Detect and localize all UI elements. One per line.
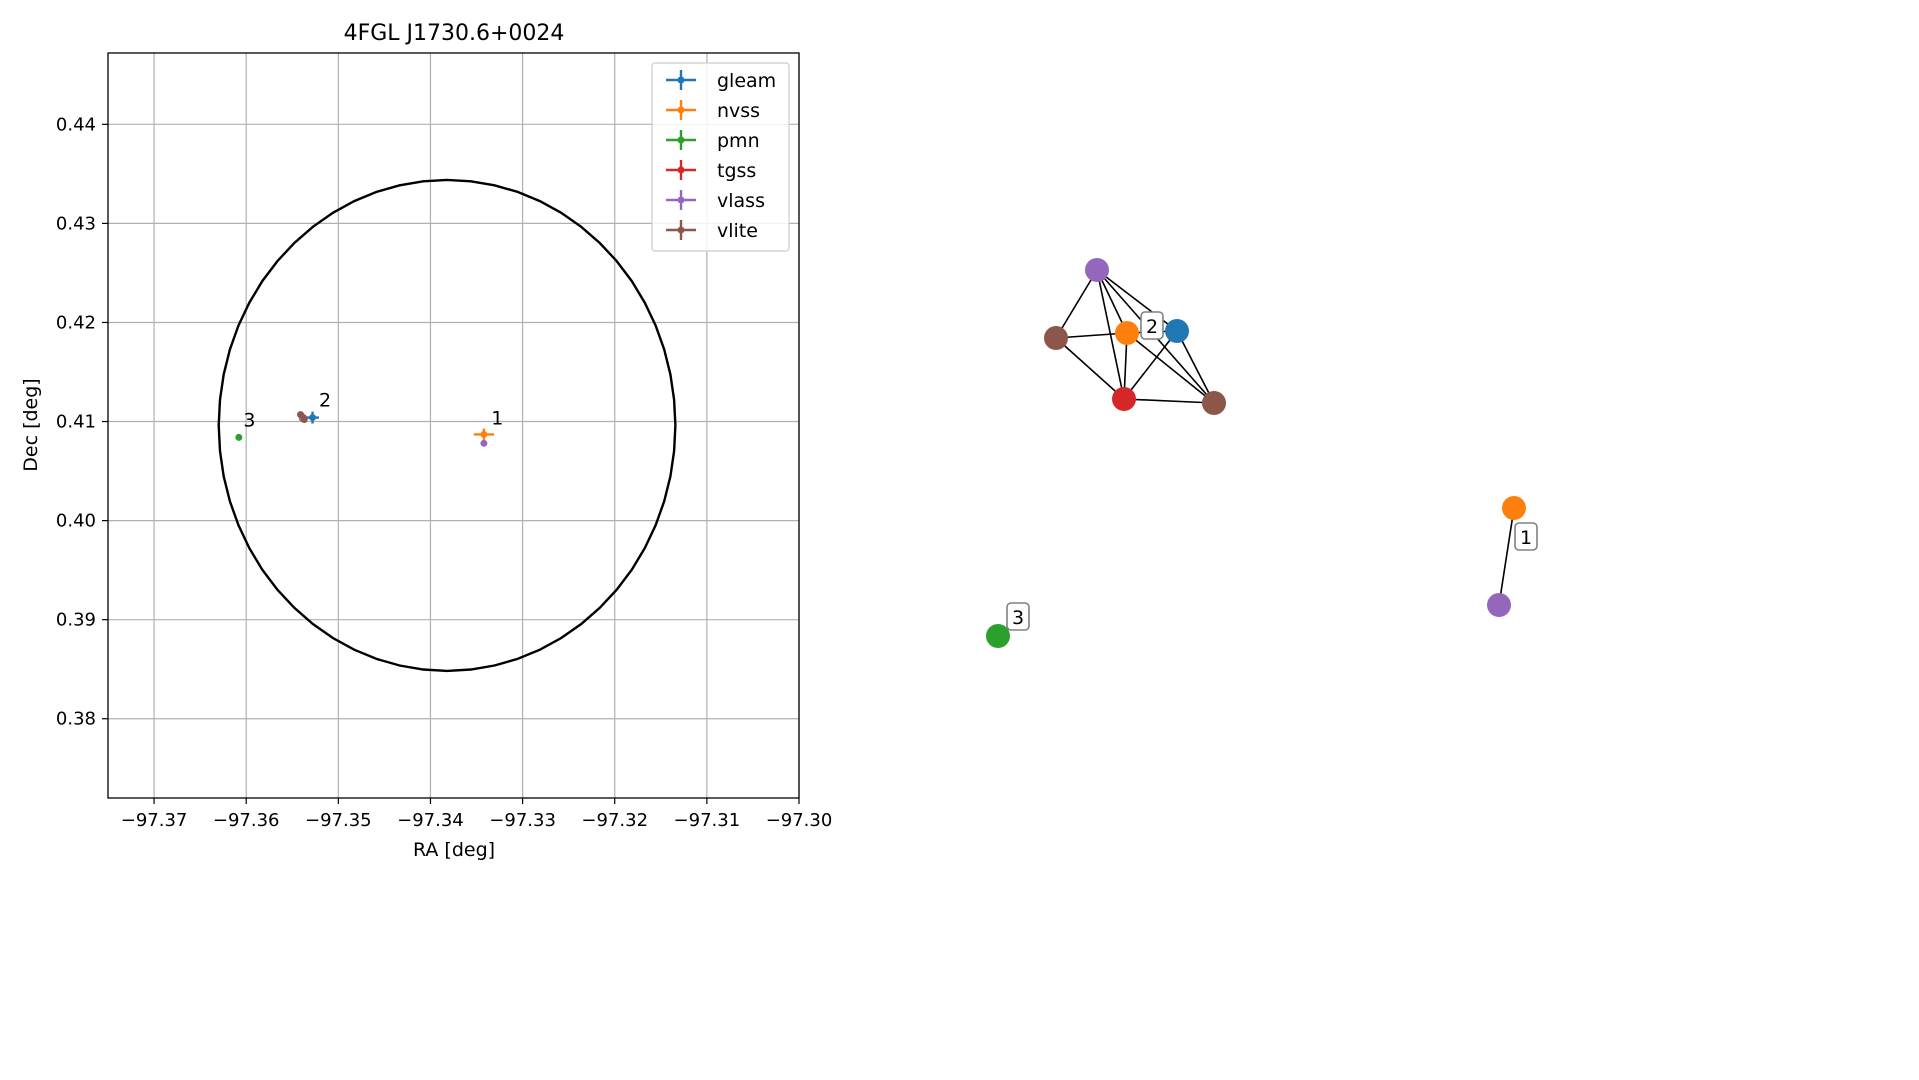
x-axis-label: RA [deg] <box>413 839 495 861</box>
network-node <box>1115 321 1139 345</box>
network-label-box: 2 <box>1140 311 1164 340</box>
x-tick-label: −97.33 <box>489 810 556 831</box>
network-label-text: 1 <box>1520 527 1532 549</box>
y-tick-label: 0.44 <box>56 114 96 135</box>
y-tick-label: 0.41 <box>56 412 96 433</box>
point-marker <box>300 416 308 424</box>
network-label-text: 2 <box>1146 316 1158 338</box>
legend-item-pmn: pmn <box>666 130 760 152</box>
legend-label: nvss <box>717 100 760 122</box>
point-marker <box>297 411 305 419</box>
error-ellipse <box>217 178 677 673</box>
network-label-box: 1 <box>1514 522 1538 551</box>
network-graph: 2 1 3 <box>986 258 1538 648</box>
y-axis-ticks: 0.38 0.39 0.40 0.41 0.42 0.43 0.44 <box>56 114 108 730</box>
legend-item-gleam: gleam <box>666 70 776 92</box>
x-tick-label: −97.31 <box>674 810 741 831</box>
network-node <box>1502 496 1526 520</box>
x-tick-label: −97.35 <box>305 810 372 831</box>
point-annotation: 2 <box>319 390 331 412</box>
y-axis-label: Dec [deg] <box>20 378 42 471</box>
network-label-text: 3 <box>1012 607 1024 629</box>
label-frame <box>1514 522 1538 551</box>
x-axis-ticks: −97.37 −97.36 −97.35 −97.34 −97.33 −97.32 −97.… <box>121 798 833 831</box>
point-marker <box>309 414 317 422</box>
network-node <box>1202 391 1226 415</box>
data-point-vlite <box>300 416 308 424</box>
point-annotation: 3 <box>243 409 255 431</box>
legend-swatch-marker <box>677 196 685 204</box>
legend-swatch-marker <box>677 106 685 114</box>
annotations-layer: 1 2 3 <box>243 390 503 432</box>
label-frame <box>1140 311 1164 340</box>
network-edge <box>1176 330 1215 404</box>
network-edges <box>1055 269 1515 606</box>
x-tick-label: −97.34 <box>397 810 464 831</box>
legend-label: gleam <box>717 70 776 92</box>
chart-title: 4FGL J1730.6+0024 <box>344 21 565 46</box>
axes-frame <box>107 52 800 799</box>
legend-swatch-marker <box>677 226 685 234</box>
legend-item-vlite: vlite <box>666 220 758 242</box>
data-point-pmn <box>235 433 243 441</box>
network-node <box>1165 319 1189 343</box>
network-edge <box>1096 269 1178 332</box>
legend: gleam nvss pmn tgss vlass vlite <box>651 62 790 252</box>
data-point-vlass <box>480 439 488 447</box>
network-nodes <box>986 258 1526 648</box>
legend-item-tgss: tgss <box>666 160 756 182</box>
legend-label: vlite <box>717 220 758 242</box>
network-edge <box>1126 332 1215 404</box>
legend-label: tgss <box>717 160 756 182</box>
legend-swatch-marker <box>677 76 685 84</box>
point-marker <box>480 439 488 447</box>
point-marker <box>480 430 488 438</box>
y-tick-label: 0.43 <box>56 213 96 234</box>
legend-label: vlass <box>717 190 765 212</box>
legend-item-nvss: nvss <box>666 100 760 122</box>
legend-label: pmn <box>717 130 760 152</box>
y-tick-label: 0.40 <box>56 511 96 532</box>
network-labels: 2 1 3 <box>1006 311 1538 631</box>
y-tick-label: 0.42 <box>56 312 96 333</box>
x-tick-label: −97.30 <box>766 810 833 831</box>
network-node <box>1487 593 1511 617</box>
x-tick-label: −97.36 <box>213 810 280 831</box>
network-node <box>1112 387 1136 411</box>
y-tick-label: 0.39 <box>56 610 96 631</box>
network-node <box>986 624 1010 648</box>
network-edge <box>1055 269 1098 339</box>
network-label-box: 3 <box>1006 602 1030 631</box>
network-node <box>1044 326 1068 350</box>
network-edge <box>1123 330 1178 400</box>
data-point-gleam <box>306 411 319 424</box>
y-tick-label: 0.38 <box>56 709 96 730</box>
error-ellipse-layer <box>217 178 677 673</box>
x-tick-label: −97.37 <box>121 810 188 831</box>
network-edge <box>1055 337 1125 400</box>
points-layer <box>235 411 495 447</box>
legend-swatch-marker <box>677 136 685 144</box>
point-marker <box>235 433 243 441</box>
network-node <box>1085 258 1109 282</box>
point-annotation: 1 <box>491 408 503 430</box>
data-point-nvss <box>473 428 495 441</box>
scatter-panel: 1 2 3 −97.37 −97.36 −97.35 −97.34 −97.33 −97.32… <box>20 21 832 861</box>
network-edge <box>1123 398 1215 404</box>
x-tick-label: −97.32 <box>581 810 648 831</box>
data-point-vlite <box>297 411 305 419</box>
network-edge <box>1498 507 1515 606</box>
legend-item-vlass: vlass <box>666 190 765 212</box>
label-frame <box>1006 602 1030 631</box>
legend-swatch-marker <box>677 166 685 174</box>
